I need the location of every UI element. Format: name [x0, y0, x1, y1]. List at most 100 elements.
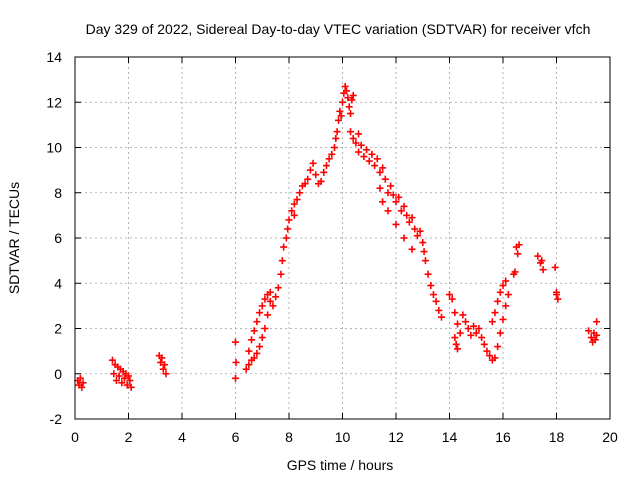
data-point	[242, 365, 250, 373]
data-point	[403, 211, 411, 219]
data-point	[261, 325, 269, 332]
data-point	[539, 266, 547, 274]
data-point	[454, 320, 462, 328]
data-point	[499, 315, 507, 323]
data-point	[400, 202, 408, 210]
data-point	[551, 263, 559, 271]
data-point	[274, 284, 282, 292]
grid	[75, 57, 610, 419]
data-point	[363, 146, 371, 154]
data-point	[475, 325, 483, 332]
data-point	[494, 343, 502, 351]
data-point	[480, 340, 488, 348]
data-point	[515, 241, 523, 249]
data-point	[456, 329, 464, 337]
data-point	[280, 243, 288, 251]
data-point	[118, 379, 126, 387]
x-tick-label: 6	[232, 429, 240, 445]
data-point	[376, 168, 384, 176]
data-point	[448, 295, 456, 303]
data-point	[486, 352, 494, 360]
data-point	[344, 94, 352, 102]
y-tick-label: 12	[46, 94, 62, 110]
data-point	[416, 227, 424, 235]
x-axis-label: GPS time / hours	[287, 457, 394, 473]
data-point	[78, 383, 86, 391]
data-point	[337, 112, 345, 120]
x-tick-label: 2	[125, 429, 133, 445]
data-point	[285, 216, 293, 224]
data-point	[325, 155, 333, 163]
data-point	[357, 141, 365, 149]
data-point	[591, 336, 599, 344]
data-point	[293, 196, 301, 204]
data-point	[437, 313, 445, 321]
data-point	[491, 309, 499, 317]
data-point	[306, 166, 314, 174]
data-point	[333, 128, 341, 136]
data-point	[301, 180, 309, 188]
x-tick-label: 14	[442, 429, 458, 445]
x-tick-label: 8	[285, 429, 293, 445]
x-tick-label: 16	[495, 429, 511, 445]
data-point	[232, 358, 240, 366]
data-point	[332, 134, 340, 142]
data-point	[467, 331, 475, 339]
data-point	[126, 377, 134, 385]
y-tick-label: 0	[54, 366, 62, 382]
data-point	[420, 248, 428, 256]
data-point	[408, 245, 416, 253]
data-point	[320, 168, 328, 176]
data-point	[435, 306, 443, 314]
data-point	[483, 347, 491, 355]
data-point	[352, 139, 360, 147]
data-point	[258, 302, 266, 310]
data-point	[115, 372, 123, 380]
data-point	[79, 379, 87, 387]
data-point	[451, 334, 459, 342]
data-point	[538, 257, 546, 265]
data-point	[112, 377, 120, 385]
data-point	[451, 309, 459, 317]
data-point	[334, 116, 342, 124]
data-point	[534, 252, 542, 260]
data-point	[341, 82, 349, 90]
data-point	[379, 164, 387, 172]
data-point	[488, 318, 496, 326]
data-point	[127, 383, 135, 391]
data-point	[464, 325, 472, 332]
data-point	[553, 291, 560, 299]
data-point	[360, 153, 368, 161]
data-point	[400, 234, 408, 242]
data-point	[511, 268, 519, 276]
data-point	[277, 270, 285, 278]
data-point	[336, 107, 344, 115]
axis-ticks	[74, 56, 611, 420]
data-point	[384, 189, 392, 197]
x-tick-label: 4	[178, 429, 186, 445]
data-point	[421, 257, 429, 265]
data-point	[494, 297, 502, 305]
data-point	[514, 250, 522, 258]
data-point	[282, 234, 290, 242]
y-tick-label: -2	[50, 411, 63, 427]
data-point	[250, 354, 258, 362]
data-point	[253, 349, 261, 357]
x-tick-label: 0	[71, 429, 79, 445]
data-point	[347, 128, 355, 136]
data-point	[424, 270, 432, 278]
data-point	[245, 347, 253, 355]
data-point	[593, 331, 601, 339]
data-point	[384, 207, 392, 215]
data-point	[162, 370, 170, 378]
data-point	[587, 334, 595, 342]
data-point	[478, 334, 486, 342]
y-tick-label: 6	[54, 230, 62, 246]
data-point	[322, 162, 330, 170]
y-tick-label: 10	[46, 140, 62, 156]
data-point	[389, 191, 397, 199]
data-point	[328, 150, 336, 158]
data-point	[256, 309, 264, 317]
data-point	[232, 338, 239, 346]
